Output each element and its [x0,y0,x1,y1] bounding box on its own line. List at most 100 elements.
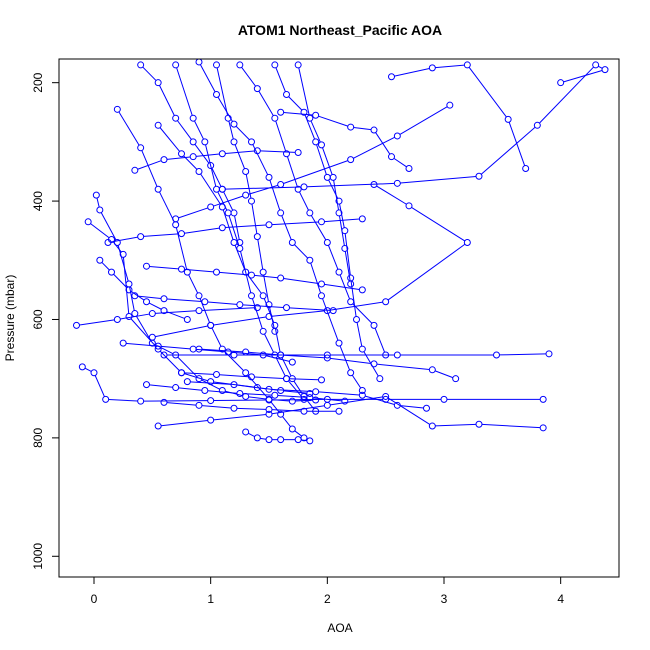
series-segment [225,224,267,229]
series-23 [119,339,296,366]
plot-area [73,59,609,445]
series-segment [480,126,536,175]
series-segment [242,393,272,396]
data-point [353,315,360,323]
data-point [393,401,401,409]
data-point [522,165,530,173]
series-8 [148,181,471,341]
data-point [265,410,273,418]
data-point [224,114,232,122]
data-point [178,150,185,158]
series-11 [218,61,609,193]
data-point [113,105,121,113]
series-segment [275,120,287,152]
data-point [265,396,273,404]
data-point [347,274,355,282]
series-17 [183,378,430,412]
data-point [213,268,220,276]
series-segment [184,227,220,234]
series-segment [113,273,128,289]
series-segment [260,150,296,153]
data-point [318,292,325,300]
series-segment [322,298,339,341]
data-point [218,224,226,232]
data-point [288,397,296,405]
series-31 [277,108,413,173]
data-point [242,268,250,276]
series-segment [120,313,150,320]
data-point [393,351,401,359]
series-24 [143,381,349,405]
data-point [218,345,226,353]
data-point [242,167,250,175]
series-segment [375,132,391,155]
series-6 [236,61,390,359]
data-point [259,268,267,276]
series-segment [283,354,325,359]
data-point [218,387,226,395]
series-26 [178,369,325,384]
x-tick-label: 1 [207,592,214,606]
data-point [201,138,209,146]
data-point [271,61,279,69]
x-axis-label: AOA [327,621,352,635]
data-point [463,239,471,247]
data-point [318,376,325,384]
series-segment [374,328,386,353]
data-point [347,280,355,288]
data-point [102,395,110,403]
series-segment [248,396,267,400]
data-point [207,321,215,329]
series-segment [333,180,340,211]
data-point [213,185,220,193]
series-segment [468,67,507,118]
series-segment [301,439,307,442]
series-segment [79,319,115,326]
y-tick-label: 1000 [31,543,45,570]
series-segment [228,120,234,140]
data-point [230,120,238,128]
series-segment [222,209,234,240]
data-point [84,218,92,226]
data-point [125,280,133,288]
data-point [160,398,168,406]
data-point [475,172,483,180]
series-segment [135,315,152,341]
data-point [557,79,565,87]
series-segment [130,318,157,348]
data-point [172,221,180,229]
series-5 [195,59,366,395]
series-segment [194,143,210,164]
series-segment [598,65,603,69]
series-segment [234,215,240,240]
data-point [230,381,238,389]
data-point [300,183,308,191]
data-point [253,233,261,241]
series-segment [200,173,222,205]
series-segment [213,316,267,326]
series-segment [394,68,430,77]
data-point [189,114,197,122]
data-point [283,375,290,383]
series-segment [563,70,603,83]
series-segment [137,295,162,299]
data-point [277,410,285,418]
series-segment [196,153,220,157]
data-point [318,141,325,149]
data-point [335,209,343,217]
data-point [358,387,366,395]
series-segment [338,215,345,246]
data-point [154,121,162,129]
series-segment [339,203,345,228]
series-segment [236,384,267,390]
series-segment [184,372,214,375]
series-segment [254,376,284,380]
series-segment [148,302,162,310]
data-point [172,384,180,392]
data-point [137,144,145,152]
data-point [248,292,255,300]
data-point [493,351,500,359]
data-point [347,369,355,377]
series-segment [176,67,193,116]
data-point [236,244,244,252]
